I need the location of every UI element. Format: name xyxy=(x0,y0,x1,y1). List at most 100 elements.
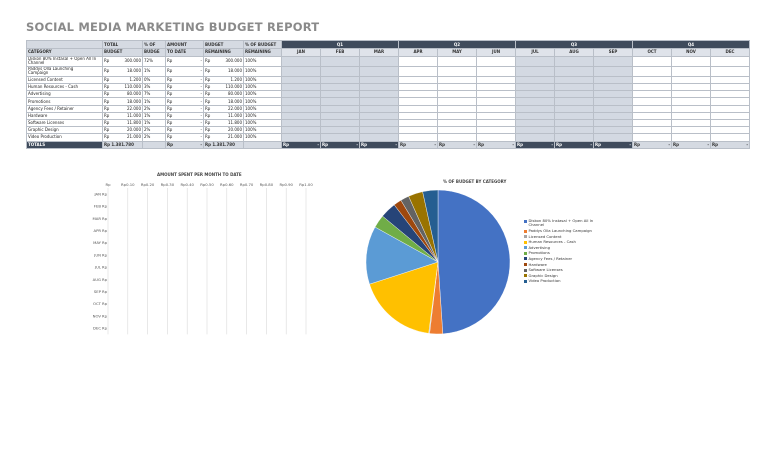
month-cell xyxy=(554,90,594,99)
month-cell xyxy=(398,83,438,92)
category-line: Channel xyxy=(28,60,45,66)
legend-label: Licensed Content xyxy=(528,233,562,239)
month-cell xyxy=(398,133,438,142)
totals-month: Rp - xyxy=(671,140,711,149)
spent-value: - xyxy=(200,76,202,82)
row-budget: Rp 110.000 xyxy=(102,83,143,92)
currency: Rp xyxy=(205,68,211,74)
month-total-value: - xyxy=(512,141,514,147)
totals-month: Rp - xyxy=(437,140,477,149)
remaining-value: 11.800 xyxy=(228,120,242,126)
currency: Rp xyxy=(104,91,110,97)
remaining-value: 110.000 xyxy=(225,84,242,90)
row-pct-budget: 1% xyxy=(142,65,166,77)
x-tick-label: Rp xyxy=(105,182,111,187)
table-row: Graphic Design Rp 20.000 2% Rp - Rp 20.000 100% xyxy=(26,126,750,135)
month-cell xyxy=(476,126,516,135)
row-spent: Rp - xyxy=(165,111,204,121)
month-cell xyxy=(554,97,594,106)
month-cell xyxy=(710,104,750,113)
row-remaining: Rp 110.000 xyxy=(203,83,244,92)
month-cell xyxy=(632,104,672,113)
month-cell xyxy=(632,97,672,106)
row-pct-remaining: 100% xyxy=(243,90,282,99)
month-cell xyxy=(710,90,750,99)
row-spent: Rp - xyxy=(165,97,204,106)
currency: Rp xyxy=(167,134,173,140)
row-remaining: Rp 300.000 xyxy=(203,55,244,67)
totals-month: Rp - xyxy=(281,140,321,149)
row-category: Agency Fees / Retainer xyxy=(26,104,103,113)
currency: Rp xyxy=(104,112,110,118)
month-cell xyxy=(593,90,633,99)
month-cell xyxy=(593,126,633,135)
month-cell xyxy=(554,126,594,135)
x-tick-label: Rp0.20 xyxy=(141,182,155,187)
month-cell xyxy=(671,118,711,128)
row-remaining: Rp 21.000 xyxy=(203,133,244,142)
header-budget-remaining: BUDGET xyxy=(203,40,244,49)
row-category: Diskon 80% Instasal + Open All In Channel xyxy=(26,55,103,67)
currency: Rp xyxy=(361,141,367,147)
header-category: CATEGORY xyxy=(26,48,103,57)
category-line: Video Production xyxy=(28,134,62,140)
month-cell xyxy=(359,97,399,106)
legend-swatch xyxy=(524,274,527,278)
y-value-prefix: Rp xyxy=(102,252,108,257)
y-value-prefix: Rp xyxy=(102,277,108,282)
y-category-label: AUG xyxy=(93,277,101,282)
month-cell xyxy=(554,104,594,113)
y-value-prefix: Rp xyxy=(102,313,108,318)
row-pct-remaining: 100% xyxy=(243,55,282,67)
x-tick-label: Rp0.90 xyxy=(279,182,293,187)
currency: Rp xyxy=(167,112,173,118)
header-pct-budget-2: BUDGE xyxy=(142,48,166,57)
header-month: DEC xyxy=(710,48,750,57)
row-category: Video Production xyxy=(26,133,103,142)
month-cell xyxy=(710,75,750,85)
legend-label: Video Production xyxy=(528,278,561,284)
row-budget: Rp 20.000 xyxy=(102,126,143,135)
totals-month: Rp - xyxy=(398,140,438,149)
month-cell xyxy=(320,83,360,92)
row-category: Hardware xyxy=(26,111,103,121)
month-cell xyxy=(281,55,321,67)
month-cell xyxy=(359,111,399,121)
currency: Rp xyxy=(439,141,445,147)
row-category: Advertising xyxy=(26,90,103,99)
month-cell xyxy=(437,126,477,135)
row-category: Software Licenses xyxy=(26,118,103,128)
month-cell xyxy=(476,75,516,85)
currency: Rp xyxy=(205,76,211,82)
pie-slice xyxy=(437,189,511,335)
row-pct-budget: 1% xyxy=(142,97,166,106)
month-cell xyxy=(281,83,321,92)
currency: Rp xyxy=(517,141,523,147)
legend-item: Paddys Olla Launching Campaign xyxy=(524,228,609,233)
budget-value: 1.200 xyxy=(129,76,141,82)
row-spent: Rp - xyxy=(165,104,204,113)
month-total-value: - xyxy=(395,141,397,147)
remaining-value: 11.000 xyxy=(228,112,242,118)
category-line: Diskon 80% Instasal + Open All In xyxy=(28,56,97,61)
row-remaining: Rp 11.000 xyxy=(203,111,244,121)
currency: Rp xyxy=(712,141,718,147)
month-cell xyxy=(515,111,555,121)
pie-legend: Diskon 80% Instasal + Open All In Channe… xyxy=(524,218,609,285)
month-cell xyxy=(320,97,360,106)
currency: Rp xyxy=(205,120,211,126)
category-line: Graphic Design xyxy=(28,127,59,133)
month-cell xyxy=(554,118,594,128)
month-cell xyxy=(320,55,360,67)
month-cell xyxy=(476,97,516,106)
month-cell xyxy=(632,55,672,67)
month-cell xyxy=(710,111,750,121)
currency: Rp xyxy=(167,91,173,97)
month-cell xyxy=(593,83,633,92)
row-pct-remaining: 100% xyxy=(243,65,282,77)
month-cell xyxy=(593,133,633,142)
table-row: Video Production Rp 21.000 2% Rp - Rp 21.000 100… xyxy=(26,133,750,142)
row-pct-budget: 7% xyxy=(142,90,166,99)
x-tick-label: Rp0.30 xyxy=(161,182,175,187)
currency: Rp xyxy=(167,105,173,111)
